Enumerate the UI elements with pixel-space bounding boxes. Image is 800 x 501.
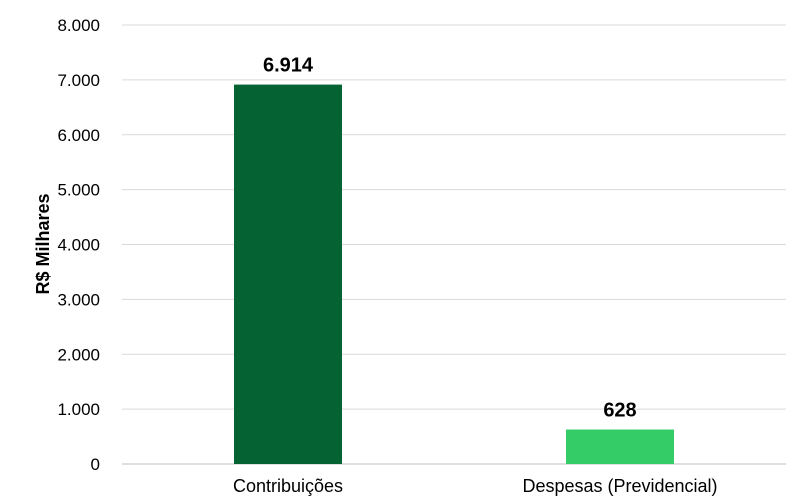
y-tick-label: 2.000 <box>57 345 100 364</box>
bars <box>234 84 674 465</box>
y-tick-label: 7.000 <box>57 71 100 90</box>
y-tick-label: 6.000 <box>57 126 100 145</box>
y-axis-ticks: 0 1.000 2.000 3.000 4.000 5.000 6.000 7.000 8.00… <box>57 16 100 474</box>
y-tick-label: 1.000 <box>57 400 100 419</box>
x-tick-label: Despesas (Previdencial) <box>522 476 717 496</box>
y-axis-title: R$ Milhares <box>33 193 53 294</box>
gridlines <box>122 24 786 465</box>
y-tick-label: 4.000 <box>57 236 100 255</box>
y-tick-label: 5.000 <box>57 181 100 200</box>
data-label: 6.914 <box>263 55 314 77</box>
y-tick-label: 0 <box>91 455 100 474</box>
x-tick-label: Contribuições <box>233 476 343 496</box>
x-axis-ticks: Contribuições Despesas (Previdencial) <box>233 476 718 496</box>
data-label: 628 <box>603 400 636 422</box>
y-tick-label: 3.000 <box>57 290 100 309</box>
y-tick-label: 8.000 <box>57 16 100 35</box>
data-labels: 6.914 628 <box>263 55 637 422</box>
bar <box>234 84 342 465</box>
bar <box>566 429 674 464</box>
